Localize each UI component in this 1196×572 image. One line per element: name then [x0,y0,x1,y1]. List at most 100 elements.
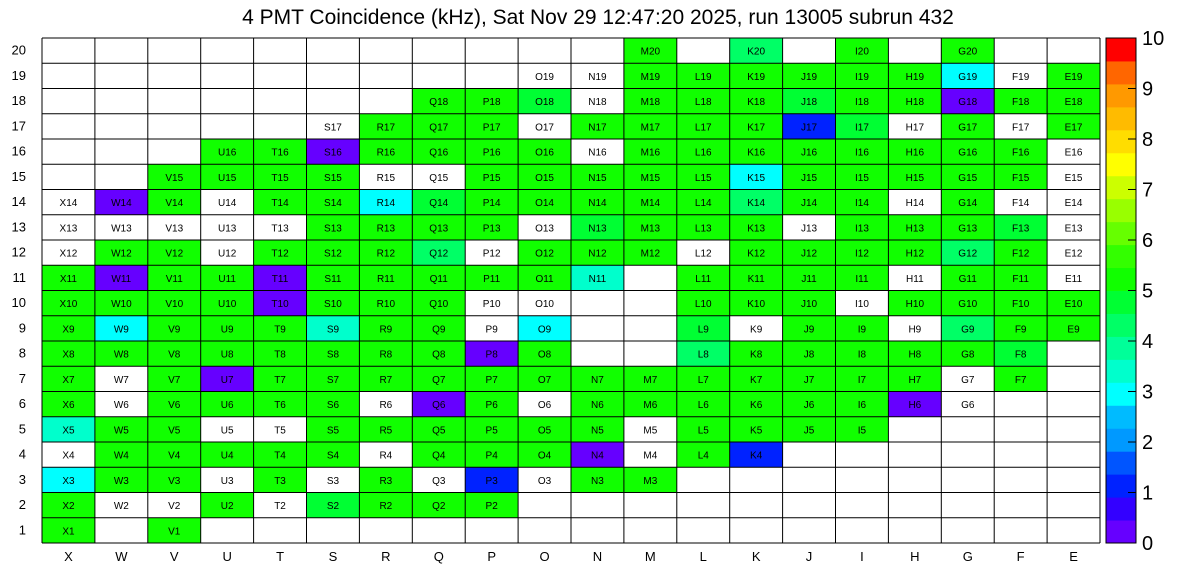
cell-label-V1: V1 [168,526,181,537]
cell-label-I12: I12 [855,249,869,260]
heatmap-cell-Q9 [412,315,466,341]
cell-label-G12: G12 [958,249,977,260]
colorbar-tick-label: 0 [1142,533,1153,555]
cell-label-R11: R11 [377,274,395,285]
y-tick-label: 5 [19,421,26,436]
cell-label-L5: L5 [698,425,710,436]
heatmap-cell-X1 [42,517,95,543]
heatmap-cell-K18 [729,88,783,114]
heatmap-cell-S13 [306,214,360,240]
cell-label-J6: J6 [804,400,815,411]
heatmap-cell-X10 [42,290,95,316]
heatmap-cell-P16 [465,139,519,165]
cell-label-O6: O6 [538,400,552,411]
heatmap-cell-V9 [147,315,201,341]
cell-label-H12: H12 [906,249,925,260]
cell-label-S17: S17 [324,122,342,133]
cell-label-S10: S10 [324,299,342,310]
x-tick-label: T [276,549,284,564]
heatmap-cell-J6 [782,391,836,417]
heatmap-cell-N7 [571,366,624,392]
heatmap-cell-P6 [465,391,519,417]
heatmap-cell-O5 [518,416,571,442]
cell-label-N17: N17 [588,122,607,133]
heatmap-cell-K16 [729,139,783,165]
heatmap-cell-Q18 [412,88,466,114]
heatmap-cell-P8 [465,341,519,367]
cell-label-O18: O18 [535,97,554,108]
cell-label-J17: J17 [801,122,818,133]
heatmap-cell-Q8 [412,341,466,367]
heatmap-cell-R5 [359,416,413,442]
y-tick-label: 8 [19,346,26,361]
heatmap-cell-N4 [571,442,624,468]
cell-label-Q15: Q15 [429,173,448,184]
heatmap-cell-J18 [782,88,836,114]
heatmap-cell-W10 [94,290,148,316]
heatmap-cell-G10 [941,290,995,316]
heatmap-cell-X3 [42,467,95,493]
cell-label-N18: N18 [588,97,607,108]
cell-label-X13: X13 [60,223,78,234]
heatmap-cell-E18 [1047,88,1100,114]
colorbar-band [1106,405,1136,429]
cell-label-P6: P6 [486,400,499,411]
cell-label-M18: M18 [641,97,661,108]
heatmap-cell-F16 [994,139,1048,165]
cell-label-W14: W14 [111,198,132,209]
x-tick-label: E [1069,549,1078,564]
cell-label-K10: K10 [747,299,765,310]
cell-label-K13: K13 [747,223,765,234]
cell-label-X9: X9 [62,324,75,335]
heatmap-cell-H12 [888,240,942,266]
heatmap-cell-T15 [253,164,307,190]
cell-label-R7: R7 [379,375,392,386]
colorbar-band [1106,152,1136,177]
cell-label-O11: O11 [535,274,554,285]
cell-label-V8: V8 [168,350,181,361]
heatmap-cell-G18 [941,88,995,114]
cell-label-P5: P5 [486,425,499,436]
heatmap-cell-M16 [623,139,677,165]
cell-label-N7: N7 [591,375,604,386]
cell-label-M15: M15 [641,173,661,184]
cell-label-N15: N15 [588,173,607,184]
heatmap-cell-V15 [147,164,201,190]
colorbar-tick-label: 4 [1142,331,1153,353]
heatmap-cell-G9 [941,315,995,341]
cell-label-T16: T16 [271,148,289,159]
y-tick-label: 11 [13,270,27,285]
heatmap-cell-P3 [465,467,519,493]
cell-label-L18: L18 [695,97,712,108]
heatmap-cell-R10 [359,290,413,316]
cell-label-I9: I9 [858,324,867,335]
cell-label-V6: V6 [168,400,181,411]
cell-label-M6: M6 [643,400,657,411]
heatmap-cell-P2 [465,492,519,518]
heatmap-cell-F18 [994,88,1048,114]
cell-label-Q14: Q14 [429,198,448,209]
cell-label-P14: P14 [483,198,501,209]
colorbar-tick-label: 2 [1142,432,1153,454]
cell-label-P7: P7 [486,375,499,386]
cell-label-G6: G6 [961,400,975,411]
heatmap-cell-S15 [306,164,360,190]
cell-label-U10: U10 [218,299,237,310]
heatmap-cell-O15 [518,164,571,190]
heatmap-cell-F8 [994,341,1048,367]
heatmap-cell-T10 [253,290,307,316]
cell-label-I18: I18 [855,97,869,108]
cell-label-K17: K17 [747,122,765,133]
cell-label-V10: V10 [165,299,183,310]
heatmap-cell-L16 [676,139,730,165]
colorbar-tick-label: 6 [1142,230,1153,252]
colorbar-band [1106,175,1136,200]
cell-label-I10: I10 [855,299,869,310]
heatmap-cell-I9 [835,315,889,341]
cell-label-I14: I14 [855,198,869,209]
heatmap-cell-O7 [518,366,571,392]
colorbar-tick-label: 8 [1142,129,1153,151]
heatmap-cell-Q5 [412,416,466,442]
cell-label-S4: S4 [327,451,340,462]
heatmap-cell-I7 [835,366,889,392]
